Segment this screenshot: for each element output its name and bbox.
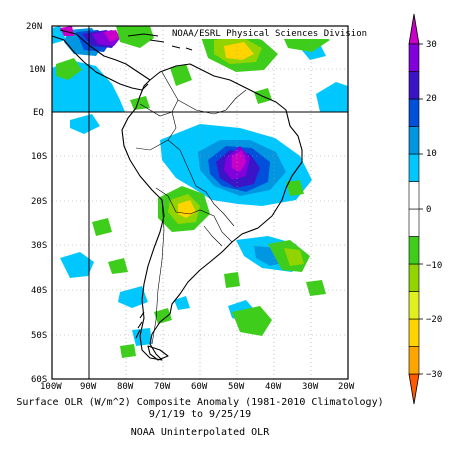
anomaly-patch <box>232 150 246 172</box>
lon-label-50w: 50W <box>228 382 245 392</box>
lon-label-70w: 70W <box>154 382 171 392</box>
border-line <box>167 139 235 227</box>
south-america-coastline <box>121 63 303 361</box>
anomaly-patch <box>120 344 136 358</box>
colorbar-segment <box>408 208 420 237</box>
lon-axis: 100W 90W 80W 70W 60W 50W 40W 30W 20W <box>40 382 355 392</box>
lon-label-60w: 60W <box>191 382 208 392</box>
tierra-del-fuego <box>147 345 169 361</box>
colorbar-segment <box>408 236 420 265</box>
credit-box <box>168 27 346 39</box>
caption-source: NOAA Uninterpolated OLR <box>130 427 270 438</box>
colorbar-segment <box>408 153 420 182</box>
anomaly-patch <box>60 252 94 278</box>
anomaly-patch <box>224 42 254 60</box>
lon-label-30w: 30W <box>302 382 319 392</box>
lon-label-80w: 80W <box>117 382 134 392</box>
credit-label: NOAA/ESRL Physical Sciences Division <box>172 29 367 39</box>
map-frame <box>51 25 349 380</box>
colorbar-bottom-arrow <box>408 373 420 405</box>
anomaly-patch <box>174 296 190 310</box>
lat-label-20n: 20N <box>26 22 42 32</box>
colorbar-tick-minus-20: −20 <box>426 315 442 325</box>
lon-label-90w: 90W <box>80 382 97 392</box>
border-line <box>203 225 223 247</box>
central-america-coastline <box>51 35 149 91</box>
colorbar-segment <box>408 263 420 292</box>
lon-label-100w: 100W <box>40 382 62 392</box>
anomaly-patch <box>224 272 240 288</box>
anomaly-patch <box>154 308 172 324</box>
border-line <box>155 187 233 243</box>
country-borders <box>135 71 247 345</box>
colorbar-segment <box>408 98 420 127</box>
anomaly-patch <box>284 248 304 266</box>
colorbar <box>408 13 423 405</box>
lat-axis: 20N 10N EQ 10S 20S 30S 40S 50S 60S <box>26 22 47 385</box>
colorbar-segment <box>408 291 420 320</box>
colorbar-ticks: 30 20 10 0 −10 −20 −30 <box>426 40 442 380</box>
caribbean-islands <box>127 33 193 51</box>
lat-label-50s: 50S <box>31 331 47 341</box>
border-line <box>177 89 247 115</box>
anomaly-patch <box>132 328 152 346</box>
border-line <box>151 199 165 345</box>
colorbar-tick-10: 10 <box>426 149 437 159</box>
lat-label-60s: 60S <box>31 375 47 385</box>
border-line <box>139 71 179 117</box>
colorbar-tick-20: 20 <box>426 94 437 104</box>
lat-label-20s: 20S <box>31 197 47 207</box>
lat-label-eq: EQ <box>33 108 44 118</box>
coastlines <box>51 29 303 361</box>
colorbar-tick-30: 30 <box>426 40 437 50</box>
anomaly-patch <box>170 64 192 86</box>
anomaly-patch <box>118 286 148 308</box>
colorbar-segment <box>408 43 420 72</box>
colorbar-segment <box>408 318 420 347</box>
anomaly-patch <box>316 82 348 112</box>
chile-islands <box>135 311 145 339</box>
colorbar-tick-0: 0 <box>426 205 431 215</box>
colorbar-segment <box>408 346 420 375</box>
reference-lines <box>52 26 348 379</box>
colorbar-segment <box>408 181 420 210</box>
lon-label-20w: 20W <box>338 382 355 392</box>
colorbar-top-arrow <box>408 13 420 45</box>
lat-label-30s: 30S <box>31 241 47 251</box>
anomaly-patch <box>116 26 154 48</box>
anomaly-field <box>52 26 348 358</box>
colorbar-tick-minus-10: −10 <box>426 261 442 271</box>
anomaly-patch <box>104 30 120 42</box>
lat-label-40s: 40S <box>31 286 47 296</box>
lon-label-40w: 40W <box>265 382 282 392</box>
anomaly-patch <box>130 96 150 110</box>
anomaly-patch <box>60 26 74 36</box>
anomaly-patch <box>108 258 128 274</box>
anomaly-patch <box>232 306 272 336</box>
lat-label-10n: 10N <box>29 65 45 75</box>
colorbar-tick-minus-30: −30 <box>426 370 442 380</box>
anomaly-patch <box>70 114 100 134</box>
caption-dates: 9/1/19 to 9/25/19 <box>148 409 252 420</box>
anomaly-patch <box>306 280 326 296</box>
anomaly-patch <box>180 136 190 150</box>
colorbar-segment <box>408 126 420 155</box>
anomaly-patch <box>286 180 304 196</box>
caption-title: Surface OLR (W/m^2) Composite Anomaly (1… <box>16 397 384 408</box>
lat-label-10s: 10S <box>31 152 47 162</box>
colorbar-segment <box>408 71 420 100</box>
anomaly-patch <box>92 218 112 236</box>
central-america-coastline-2 <box>59 29 151 81</box>
